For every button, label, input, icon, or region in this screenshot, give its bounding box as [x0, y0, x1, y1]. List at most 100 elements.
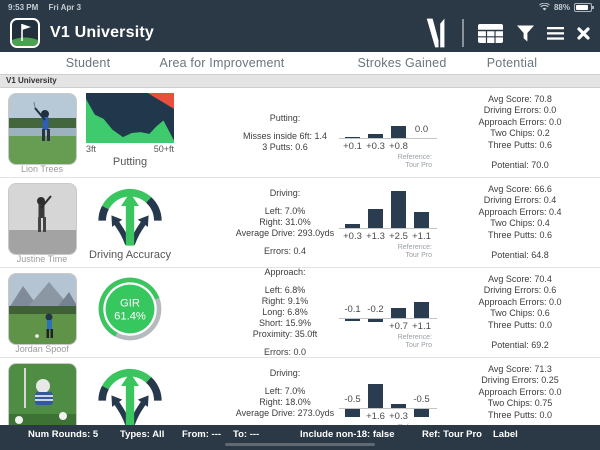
improvement-stats: Driving: Left: 7.0% Right: 31.0% Average D…: [210, 178, 360, 267]
filter-button[interactable]: [517, 24, 534, 42]
student-row[interactable]: Lion Trees 3ft 50+ft Putting Putting: Mi…: [0, 88, 600, 178]
sg-baseline: [339, 408, 437, 409]
sg-value-label: +1.1: [412, 321, 431, 332]
potential-line: Approach Errors: 0.4: [478, 206, 562, 217]
putting-distribution-chart: [86, 93, 174, 143]
stat-errors: Errors: 0.0: [263, 347, 306, 357]
stats-title: Driving:: [269, 188, 301, 198]
wifi-icon: [539, 3, 550, 11]
reference-label: Reference: Tour Pro: [397, 244, 432, 259]
table-grid-icon: [478, 23, 503, 43]
status-bar: 9:53 PM Fri Apr 3 88%: [0, 0, 600, 14]
close-button[interactable]: [577, 26, 590, 40]
stat-errors: Errors: 0.4: [263, 246, 306, 256]
improvement-stats: Driving: Left: 7.0% Right: 18.0% Average D…: [210, 358, 360, 427]
sg-baseline: [339, 228, 437, 229]
footer-label-button[interactable]: Label: [493, 429, 518, 440]
table-view-button[interactable]: [477, 23, 504, 44]
potential-line: Driving Errors: 0.0: [483, 105, 557, 115]
stat-line: 3 Putts: 0.6: [262, 141, 308, 152]
menu-button[interactable]: [547, 26, 564, 40]
student-name: Justine Time: [16, 254, 68, 264]
sg-value-label: -0.1: [344, 304, 361, 315]
sg-value-label: 0.0: [414, 124, 429, 135]
potential-line: Approach Errors: 0.0: [478, 116, 562, 127]
student-row[interactable]: Driving: Left: 7.0% Right: 18.0% Average D…: [0, 358, 600, 427]
potential-line: Three Putts: 0.6: [487, 229, 553, 240]
strokes-gained-chart: -0.1 -0.2 +0.7 +1.1: [339, 268, 437, 357]
sg-value-label: +0.1: [343, 141, 362, 152]
home-indicator[interactable]: [225, 443, 375, 446]
potential-line: Three Putts: 0.6: [487, 139, 553, 150]
sg-value-label: +2.5: [389, 231, 408, 242]
strokes-gained-chart: +0.3 +1.3 +2.5 +1.1: [339, 178, 437, 267]
stat-line: Right: 18.0%: [259, 397, 311, 407]
sg-value-label: +1.6: [366, 411, 385, 422]
axis-label-min: 3ft: [86, 144, 97, 154]
improvement-widget-putting: 3ft 50+ft Putting: [84, 93, 176, 168]
student-row[interactable]: Justine Time Driving Accuracy Driving: L…: [0, 178, 600, 268]
student-name: Jordan Spoof: [15, 344, 69, 354]
sg-value-label: +0.3: [389, 411, 408, 422]
column-header-strokes-gained: Strokes Gained: [357, 56, 447, 70]
stat-line: Right: 9.1%: [261, 296, 309, 306]
sg-baseline: [339, 318, 437, 319]
potential-total: Potential: 64.8: [491, 250, 549, 260]
page-title: V1 University: [50, 24, 154, 41]
sg-bar: [368, 133, 383, 138]
app-logo-golf-flag: [10, 18, 40, 48]
stat-line: Average Drive: 273.0yds: [235, 408, 335, 418]
footer-to[interactable]: To: ---: [233, 429, 260, 440]
sg-bar: [414, 211, 429, 228]
sg-value-label: +0.3: [366, 141, 385, 152]
reference-label: Reference: Tour Pro: [397, 154, 432, 169]
axis-label-max: 50+ft: [153, 144, 174, 154]
sg-baseline: [339, 138, 437, 139]
sg-value-label: +0.7: [389, 321, 408, 332]
sg-bar: [345, 409, 360, 417]
status-time: 9:53 PM: [8, 2, 39, 12]
driving-accuracy-icon: [98, 188, 162, 246]
sg-bar: [368, 208, 383, 228]
footer-types[interactable]: Types: All: [120, 429, 165, 440]
stats-title: Putting:: [269, 112, 301, 123]
footer-include-non-18[interactable]: Include non-18: false: [300, 429, 395, 440]
improvement-stats: Approach: Left: 6.8% Right: 9.1% Long: 6.8…: [210, 267, 360, 357]
close-icon: [577, 26, 590, 40]
sg-bar: [391, 126, 406, 138]
footer-from[interactable]: From: ---: [182, 429, 222, 440]
filter-footer-bar: Num Rounds: 5 Types: All From: --- To: -…: [0, 425, 600, 450]
filter-funnel-icon: [517, 24, 534, 42]
gir-value: 61.4%: [114, 311, 146, 323]
header-actions: [423, 17, 590, 49]
app-header: V1 University: [0, 14, 600, 52]
column-header-potential: Potential: [486, 56, 538, 70]
improvement-widget-driving: Driving Accuracy: [84, 183, 176, 261]
stat-line: Left: 7.0%: [264, 206, 306, 216]
gir-title: GIR: [120, 297, 140, 309]
sg-value-label: +0.8: [389, 141, 408, 152]
sg-bar: [414, 409, 429, 417]
stat-line: Long: 6.8%: [262, 307, 308, 317]
potential-stats: Avg Score: 70.8 Driving Errors: 0.0 Approa…: [445, 88, 595, 177]
column-header-area-for-improvement: Area for Improvement: [159, 56, 285, 70]
student-row[interactable]: Jordan Spoof GIR 61.4% Approach: Left: 6…: [0, 267, 600, 358]
potential-line: Three Putts: 0.0: [487, 319, 553, 330]
potential-line: Two Chips: 0.4: [490, 218, 550, 228]
stat-line: Right: 31.0%: [259, 217, 311, 227]
potential-line: Avg Score: 71.3: [488, 363, 552, 374]
stats-title: Approach:: [264, 267, 306, 277]
potential-line: Driving Errors: 0.6: [483, 285, 557, 295]
potential-line: Approach Errors: 0.0: [478, 296, 562, 307]
sg-bar: [368, 384, 383, 408]
student-photo: [8, 273, 77, 345]
footer-num-rounds[interactable]: Num Rounds: 5: [28, 429, 99, 440]
sg-bar: [391, 403, 406, 408]
sg-bar: [391, 307, 406, 318]
potential-line: Avg Score: 70.8: [488, 93, 552, 104]
potential-line: Avg Score: 70.4: [488, 273, 552, 284]
hamburger-menu-icon: [547, 26, 564, 40]
footer-reference[interactable]: Ref: Tour Pro: [422, 429, 482, 440]
potential-stats: Avg Score: 70.4 Driving Errors: 0.6 Approa…: [445, 268, 595, 357]
